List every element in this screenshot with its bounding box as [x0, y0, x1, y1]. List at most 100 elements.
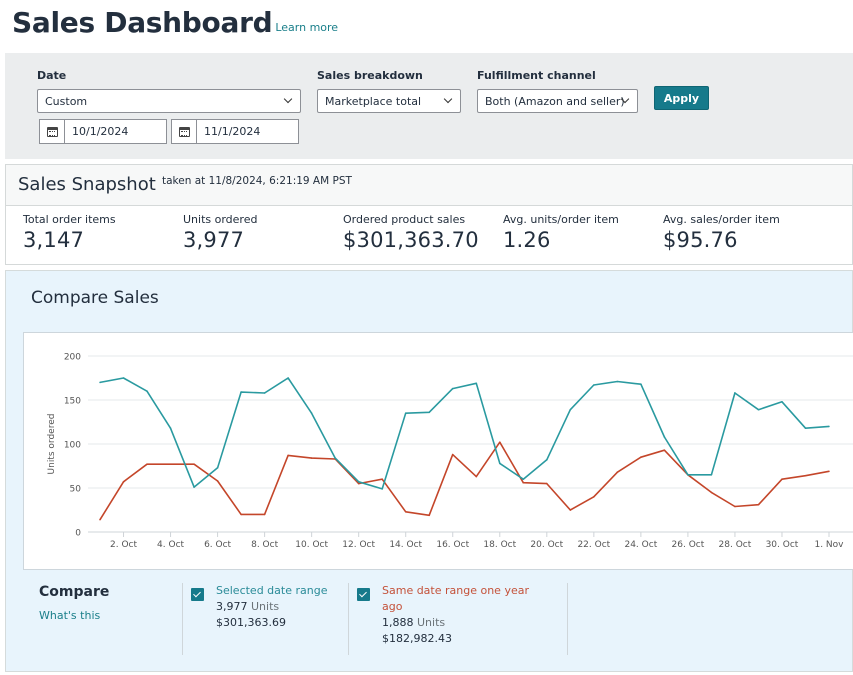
- snapshot-title: Sales Snapshot: [18, 174, 156, 195]
- series-line-selected-range: [99, 377, 830, 490]
- data-point-year-ago: [475, 475, 478, 478]
- x-tick-label: 24. Oct: [624, 540, 657, 550]
- data-point-year-ago: [781, 478, 783, 480]
- sales-breakdown-select[interactable]: Marketplace total: [317, 89, 461, 113]
- data-point-selected-range: [404, 412, 407, 414]
- x-tick-label: 12. Oct: [342, 540, 375, 550]
- data-point-year-ago: [122, 481, 125, 483]
- data-point-selected-range: [710, 474, 713, 476]
- legend-series-name: Selected date range: [216, 584, 328, 597]
- x-tick-label: 10. Oct: [295, 540, 328, 550]
- data-point-year-ago: [169, 463, 172, 466]
- line-chart-svg: 0 50 100 150 200 Units ordered 2. Oct 4. Oct 6. …: [47, 353, 853, 550]
- x-tick-label: 30. Oct: [766, 540, 799, 550]
- data-point-selected-range: [240, 391, 242, 393]
- compare-legend: Compare What's this Selected date range …: [6, 571, 853, 671]
- end-date-value: 11/1/2024: [204, 125, 261, 138]
- legend-sales: $301,363.69: [216, 616, 286, 629]
- data-point-year-ago: [710, 491, 713, 494]
- x-tick-label: 14. Oct: [389, 540, 422, 550]
- data-point-selected-range: [357, 481, 360, 483]
- y-tick-label: 0: [75, 529, 81, 539]
- data-point-year-ago: [428, 514, 431, 517]
- data-point-selected-range: [522, 478, 525, 480]
- x-tick-label: 28. Oct: [719, 540, 752, 550]
- apply-button[interactable]: Apply: [654, 86, 709, 110]
- page-title: Sales Dashboard: [12, 6, 273, 39]
- calendar-icon[interactable]: [172, 120, 197, 143]
- date-label: Date: [37, 69, 67, 82]
- data-point-year-ago: [146, 463, 148, 466]
- metric-value: 3,147: [23, 228, 85, 252]
- data-point-selected-range: [663, 436, 666, 438]
- metric-label: Avg. sales/order item: [663, 213, 780, 226]
- data-point-year-ago: [546, 482, 548, 485]
- data-point-selected-range: [569, 408, 572, 411]
- data-point-selected-range: [781, 400, 783, 403]
- data-point-year-ago: [663, 449, 666, 451]
- x-tick-label: 1. Nov: [814, 540, 844, 550]
- whats-this-link[interactable]: What's this: [39, 609, 101, 622]
- data-point-year-ago: [357, 482, 360, 485]
- x-tick-label: 18. Oct: [483, 540, 516, 550]
- selected-range-checkbox[interactable]: [191, 588, 204, 601]
- metric-avg-sales-per-order-item: Avg. sales/order item $95.76: [663, 213, 780, 252]
- data-point-year-ago: [263, 513, 266, 516]
- start-date-value: 10/1/2024: [72, 125, 129, 138]
- start-date-input[interactable]: 10/1/2024: [39, 119, 167, 144]
- date-range-value: Custom: [45, 94, 88, 108]
- data-point-selected-range: [546, 459, 548, 461]
- legend-units: 1,888 Units: [382, 615, 532, 631]
- learn-more-link[interactable]: Learn more: [275, 21, 339, 34]
- fulfillment-channel-label: Fulfillment channel: [477, 69, 596, 82]
- data-point-selected-range: [451, 387, 454, 390]
- units-word: Units: [251, 600, 280, 613]
- units-ordered-chart: 0 50 100 150 200 Units ordered 2. Oct 4. Oct 6. …: [23, 332, 853, 570]
- data-point-year-ago: [216, 480, 219, 482]
- chevron-down-icon: [443, 94, 453, 104]
- fulfillment-channel-value: Both (Amazon and seller): [485, 94, 625, 108]
- data-point-selected-range: [193, 486, 195, 488]
- date-range-select[interactable]: Custom: [37, 89, 301, 113]
- x-tick-label: 20. Oct: [530, 540, 563, 550]
- y-axis-label: Units ordered: [47, 414, 57, 475]
- year-ago-checkbox[interactable]: [357, 588, 370, 601]
- data-point-year-ago: [569, 509, 572, 511]
- data-point-selected-range: [593, 384, 595, 386]
- data-point-selected-range: [263, 392, 266, 394]
- legend-divider: [567, 583, 568, 655]
- data-point-selected-range: [804, 427, 807, 429]
- calendar-icon[interactable]: [40, 120, 65, 143]
- series-line-year-ago: [99, 441, 830, 521]
- sales-breakdown-value: Marketplace total: [325, 94, 422, 108]
- data-point-year-ago: [451, 453, 454, 456]
- y-tick-label: 200: [64, 353, 81, 363]
- metric-value: $95.76: [663, 228, 738, 252]
- metric-units-ordered: Units ordered 3,977: [183, 213, 257, 252]
- sales-breakdown-label: Sales breakdown: [317, 69, 423, 82]
- metric-total-order-items: Total order items 3,147: [23, 213, 116, 252]
- legend-units: 3,977 Units: [216, 599, 376, 615]
- data-point-selected-range: [310, 412, 313, 414]
- end-date-input[interactable]: 11/1/2024: [171, 119, 299, 144]
- data-point-year-ago: [804, 474, 807, 477]
- data-point-selected-range: [99, 381, 101, 384]
- metric-value: $301,363.70: [343, 228, 479, 252]
- data-point-selected-range: [687, 474, 689, 476]
- legend-divider: [182, 583, 183, 655]
- metric-label: Avg. units/order item: [503, 213, 619, 226]
- metric-ordered-product-sales: Ordered product sales $301,363.70: [343, 213, 479, 252]
- snapshot-timestamp: taken at 11/8/2024, 6:21:19 AM PST: [162, 175, 352, 187]
- data-point-selected-range: [216, 466, 219, 469]
- data-point-selected-range: [334, 457, 336, 459]
- compare-sales-title: Compare Sales: [31, 288, 159, 308]
- data-point-year-ago: [616, 471, 619, 473]
- data-point-selected-range: [146, 390, 148, 392]
- fulfillment-channel-select[interactable]: Both (Amazon and seller): [477, 89, 638, 113]
- data-point-year-ago: [757, 503, 760, 506]
- metric-value: 1.26: [503, 228, 551, 252]
- y-tick-label: 50: [70, 485, 82, 495]
- x-tick-label: 22. Oct: [577, 540, 610, 550]
- chevron-down-icon: [283, 94, 293, 104]
- data-point-year-ago: [522, 481, 525, 484]
